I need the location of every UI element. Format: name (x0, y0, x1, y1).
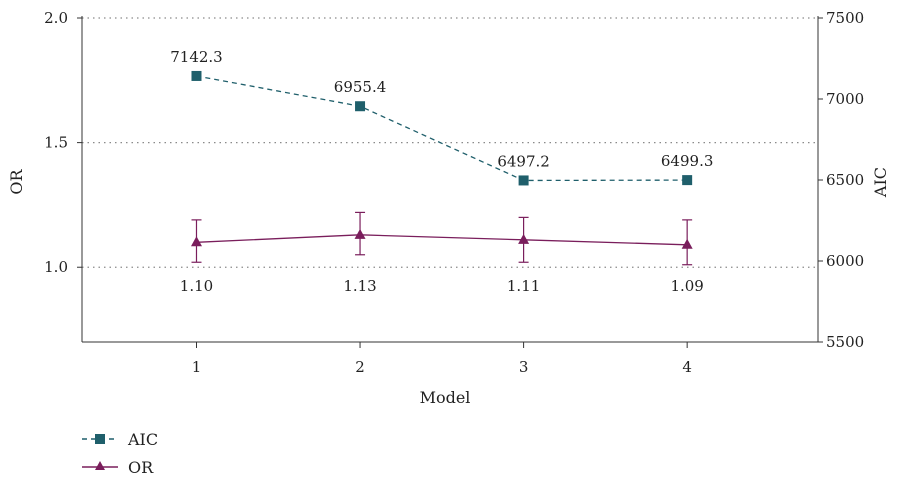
or-line (196, 234, 688, 246)
series-or: 1.10 1.13 1.11 1.09 (180, 211, 704, 295)
aic-point (355, 101, 366, 112)
aic-point (518, 175, 529, 186)
legend-item-or: OR (82, 458, 154, 477)
legend-aic-marker (95, 434, 105, 444)
or-data-label: 1.10 (180, 277, 213, 295)
legend-or-marker (95, 461, 105, 470)
x-tick-label: 2 (355, 358, 365, 376)
x-axis-label: Model (420, 388, 471, 407)
or-data-label: 1.09 (670, 277, 703, 295)
tick-labels: 1.0 1.5 2.0 5500 6000 6500 7000 7500 1 2 3 4 (44, 9, 864, 376)
or-point (190, 236, 202, 247)
right-axis-label: AIC (871, 167, 890, 198)
aic-data-label: 7142.3 (170, 48, 223, 66)
right-tick-label: 6000 (826, 252, 864, 270)
legend-aic-label: AIC (127, 430, 158, 449)
series-aic: 7142.3 6955.4 6497.2 6499.3 (170, 48, 713, 186)
legend-item-aic: AIC (82, 430, 158, 449)
aic-point (191, 70, 202, 81)
or-point (354, 228, 366, 239)
or-point (518, 233, 530, 244)
right-tick-label: 5500 (826, 333, 864, 351)
right-tick-label: 6500 (826, 171, 864, 189)
left-tick-label: 2.0 (44, 9, 68, 27)
legend: AIC OR (82, 430, 158, 477)
legend-or-label: OR (128, 458, 154, 477)
or-data-label: 1.13 (343, 277, 376, 295)
aic-point (682, 175, 693, 186)
aic-data-label: 6955.4 (334, 78, 387, 96)
left-tick-label: 1.5 (44, 134, 68, 152)
or-data-label: 1.11 (507, 277, 540, 295)
x-tick-label: 3 (519, 358, 529, 376)
x-tick-label: 1 (192, 358, 202, 376)
right-tick-label: 7000 (826, 90, 864, 108)
or-point (681, 238, 693, 249)
left-axis-label: OR (7, 168, 26, 194)
left-tick-label: 1.0 (44, 258, 68, 276)
axes (77, 16, 823, 348)
aic-data-label: 6499.3 (661, 152, 714, 170)
aic-data-label: 6497.2 (497, 152, 550, 170)
aic-line (196, 75, 688, 182)
x-tick-label: 4 (682, 358, 692, 376)
right-tick-label: 7500 (826, 9, 864, 27)
